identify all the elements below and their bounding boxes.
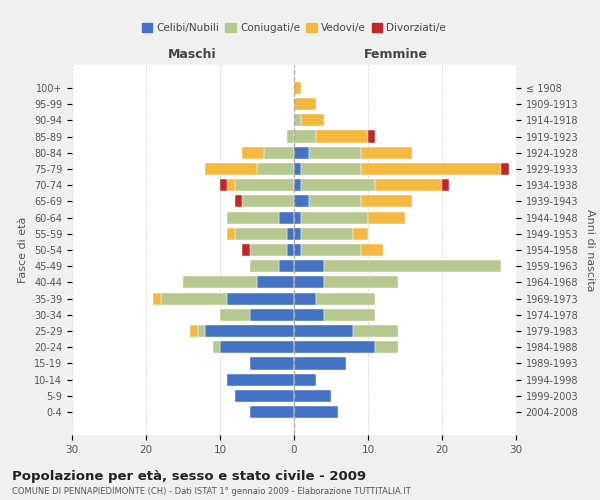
Bar <box>287 228 294 240</box>
Bar <box>198 325 205 337</box>
Bar <box>301 114 323 126</box>
Bar <box>501 163 509 175</box>
Bar <box>353 228 368 240</box>
Bar <box>227 179 235 191</box>
Bar <box>212 341 220 353</box>
Bar <box>257 276 294 288</box>
Bar <box>301 244 361 256</box>
Bar <box>323 309 376 321</box>
Bar <box>250 406 294 418</box>
Bar <box>235 228 287 240</box>
Bar <box>294 374 316 386</box>
Bar <box>227 374 294 386</box>
Bar <box>161 292 227 304</box>
Bar <box>309 196 361 207</box>
Bar <box>235 196 242 207</box>
Bar <box>250 244 287 256</box>
Bar <box>294 260 323 272</box>
Bar <box>361 146 412 159</box>
Bar <box>316 130 368 142</box>
Bar <box>294 196 309 207</box>
Bar <box>294 244 301 256</box>
Bar <box>257 163 294 175</box>
Bar <box>323 276 398 288</box>
Bar <box>294 212 301 224</box>
Bar <box>265 146 294 159</box>
Y-axis label: Anni di nascita: Anni di nascita <box>585 209 595 291</box>
Bar <box>376 179 442 191</box>
Bar <box>294 292 316 304</box>
Bar <box>353 325 398 337</box>
Bar <box>294 390 331 402</box>
Bar <box>235 390 294 402</box>
Bar <box>227 228 235 240</box>
Bar <box>294 228 301 240</box>
Bar <box>279 260 294 272</box>
Bar <box>301 163 361 175</box>
Bar <box>154 292 161 304</box>
Bar <box>376 341 398 353</box>
Text: Maschi: Maschi <box>167 48 216 62</box>
Bar <box>323 260 501 272</box>
Text: Femmine: Femmine <box>364 48 428 62</box>
Bar <box>242 244 250 256</box>
Bar <box>250 358 294 370</box>
Bar <box>220 179 227 191</box>
Y-axis label: Fasce di età: Fasce di età <box>19 217 28 283</box>
Bar <box>190 325 198 337</box>
Legend: Celibi/Nubili, Coniugati/e, Vedovi/e, Divorziati/e: Celibi/Nubili, Coniugati/e, Vedovi/e, Di… <box>137 18 451 37</box>
Text: COMUNE DI PENNAPIEDIMONTE (CH) - Dati ISTAT 1° gennaio 2009 - Elaborazione TUTTI: COMUNE DI PENNAPIEDIMONTE (CH) - Dati IS… <box>12 488 411 496</box>
Bar <box>287 130 294 142</box>
Bar <box>294 325 353 337</box>
Bar <box>361 244 383 256</box>
Bar <box>294 98 316 110</box>
Bar <box>294 163 301 175</box>
Bar <box>294 341 376 353</box>
Bar <box>294 146 309 159</box>
Bar <box>227 212 279 224</box>
Bar <box>242 196 294 207</box>
Bar <box>309 146 361 159</box>
Bar <box>301 179 376 191</box>
Bar <box>205 163 257 175</box>
Bar <box>361 163 501 175</box>
Bar <box>294 276 323 288</box>
Bar <box>294 130 316 142</box>
Bar <box>301 212 368 224</box>
Bar <box>235 179 294 191</box>
Bar <box>361 196 412 207</box>
Bar <box>220 341 294 353</box>
Bar <box>250 309 294 321</box>
Bar <box>279 212 294 224</box>
Bar <box>294 358 346 370</box>
Bar <box>368 212 405 224</box>
Bar <box>205 325 294 337</box>
Bar <box>227 292 294 304</box>
Bar <box>294 114 301 126</box>
Bar <box>294 179 301 191</box>
Bar <box>301 228 353 240</box>
Bar <box>220 309 250 321</box>
Bar <box>294 309 323 321</box>
Text: Popolazione per età, sesso e stato civile - 2009: Popolazione per età, sesso e stato civil… <box>12 470 366 483</box>
Bar <box>294 406 338 418</box>
Bar <box>442 179 449 191</box>
Bar <box>294 82 301 94</box>
Bar <box>287 244 294 256</box>
Bar <box>316 292 376 304</box>
Bar <box>250 260 279 272</box>
Bar <box>242 146 265 159</box>
Bar <box>183 276 257 288</box>
Bar <box>368 130 376 142</box>
